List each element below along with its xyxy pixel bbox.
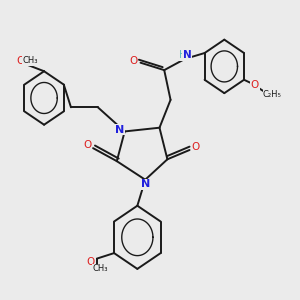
Text: H: H — [179, 50, 186, 60]
Text: O: O — [129, 56, 138, 66]
Text: N: N — [115, 124, 124, 135]
Text: CH₃: CH₃ — [92, 264, 108, 273]
Text: O: O — [191, 142, 199, 152]
Text: O: O — [16, 56, 25, 66]
Text: N: N — [183, 50, 191, 60]
Text: O: O — [87, 256, 95, 267]
Text: CH₃: CH₃ — [22, 56, 38, 65]
Text: O: O — [251, 80, 259, 90]
Text: C₂H₅: C₂H₅ — [263, 90, 282, 99]
Text: N: N — [141, 179, 151, 189]
Text: O: O — [83, 140, 92, 150]
